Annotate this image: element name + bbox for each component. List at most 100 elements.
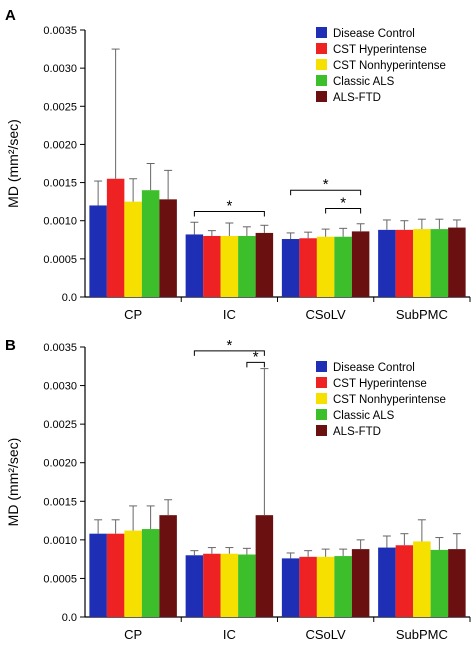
bar — [106, 178, 125, 297]
category-label: CP — [124, 627, 142, 642]
bar — [430, 549, 449, 617]
bar — [378, 547, 396, 617]
significance-bracket — [290, 189, 362, 196]
legend-swatch — [316, 393, 327, 404]
bar — [141, 190, 160, 297]
significance-label: * — [226, 337, 232, 354]
bar — [89, 205, 107, 297]
bar — [316, 236, 335, 297]
bar — [299, 556, 317, 617]
bar — [413, 541, 431, 617]
legend-label: CST Hyperintense — [333, 44, 427, 56]
bar — [203, 235, 221, 297]
bar — [238, 235, 256, 297]
legend-swatch — [316, 425, 327, 436]
significance-label: * — [253, 348, 259, 365]
legend-label: Disease Control — [333, 28, 415, 40]
legend-label: Disease Control — [333, 362, 415, 374]
bar — [159, 515, 177, 617]
significance-label: * — [323, 176, 329, 193]
legend-label: Classic ALS — [333, 76, 395, 88]
bar — [89, 533, 107, 617]
legend-label: ALS-FTD — [333, 426, 381, 438]
y-tick-label: 0.0030 — [43, 63, 77, 75]
legend-label: CST Nonhyperintense — [333, 394, 446, 406]
bar — [395, 229, 414, 297]
y-axis-label: MD (mm²/sec) — [5, 438, 21, 527]
legend-label: CST Nonhyperintense — [333, 60, 446, 72]
panel-b: B MD (mm²/sec) 0.0 0.0005 0.0010 0.0015 0.0020… — [5, 337, 471, 642]
panel-a: A MD (mm²/sec) 0.0 0.0005 0.0010 0.0015 0.0020… — [5, 7, 471, 322]
bar — [413, 229, 431, 297]
y-tick-label: 0.0020 — [43, 458, 77, 470]
y-tick-label: 0.0005 — [43, 573, 77, 585]
bar — [159, 199, 177, 297]
bar — [351, 231, 370, 297]
legend-label: Classic ALS — [333, 410, 395, 422]
y-tick-label: 0.0020 — [43, 139, 77, 151]
bar — [220, 235, 239, 297]
significance-bracket — [246, 361, 265, 368]
bar — [255, 515, 274, 617]
y-tick-label: 0.0010 — [43, 216, 77, 228]
y-tick-label: 0.0010 — [43, 535, 77, 547]
panel-label: A — [5, 7, 16, 24]
bar — [281, 558, 300, 617]
bar — [334, 556, 352, 617]
legend-swatch — [316, 377, 327, 388]
y-axis-label: MD (mm²/sec) — [5, 119, 21, 208]
bar — [299, 238, 317, 297]
bar — [448, 227, 466, 297]
bar — [185, 555, 204, 617]
legend-swatch — [316, 43, 327, 54]
legend-swatch — [316, 409, 327, 420]
category-label: CSoLV — [306, 627, 347, 642]
y-tick-label: 0.0 — [62, 612, 77, 624]
legend-swatch — [316, 27, 327, 38]
category-label: IC — [223, 307, 236, 322]
y-tick-label: 0.0015 — [43, 178, 77, 190]
significance-label: * — [340, 195, 346, 212]
bar — [334, 236, 352, 297]
bar — [378, 229, 396, 297]
legend-swatch — [316, 91, 327, 102]
bar — [124, 530, 142, 617]
legend-label: ALS-FTD — [333, 92, 381, 104]
bar — [281, 239, 300, 297]
bar — [255, 232, 274, 297]
bar — [448, 549, 466, 617]
significance-label: * — [226, 198, 232, 215]
y-tick-label: 0.0005 — [43, 254, 77, 266]
bar — [106, 533, 125, 617]
legend-label: CST Hyperintense — [333, 378, 427, 390]
category-label: IC — [223, 627, 236, 642]
bar — [395, 545, 414, 617]
y-tick-label: 0.0025 — [43, 101, 77, 113]
y-tick-label: 0.0 — [62, 292, 77, 304]
significance-bracket — [193, 350, 265, 356]
legend-swatch — [316, 361, 327, 372]
y-tick-label: 0.0025 — [43, 419, 77, 431]
bar — [351, 549, 370, 617]
y-tick-label: 0.0035 — [43, 342, 77, 354]
category-label: SubPMC — [396, 307, 448, 322]
bar — [220, 553, 239, 617]
significance-bracket — [193, 211, 265, 217]
legend-swatch — [316, 75, 327, 86]
bar — [141, 529, 160, 617]
category-label: SubPMC — [396, 627, 448, 642]
category-label: CP — [124, 307, 142, 322]
significance-bracket — [325, 208, 362, 214]
category-label: CSoLV — [306, 307, 347, 322]
y-tick-label: 0.0015 — [43, 496, 77, 508]
bar — [185, 234, 204, 297]
panel-label: B — [5, 337, 16, 354]
bar — [124, 201, 142, 297]
y-tick-label: 0.0030 — [43, 381, 77, 393]
bar — [238, 554, 256, 617]
bar — [430, 229, 449, 297]
bar — [203, 553, 221, 617]
bar — [316, 556, 335, 617]
y-tick-label: 0.0035 — [43, 25, 77, 37]
